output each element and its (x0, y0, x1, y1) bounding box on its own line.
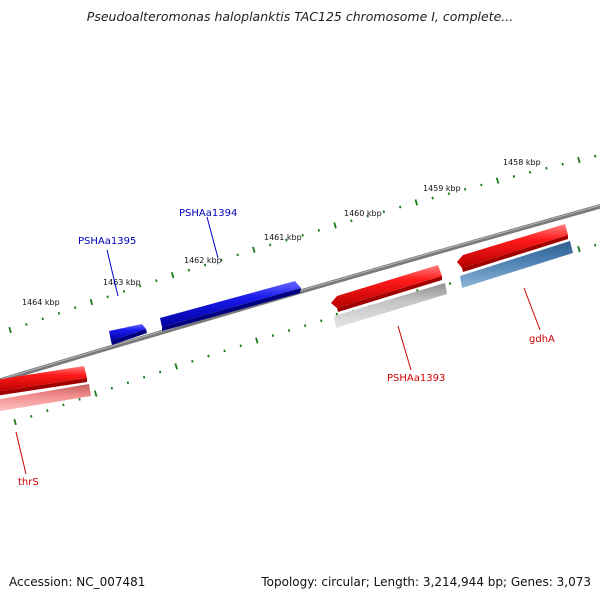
minor-tick (30, 414, 33, 418)
minor-tick (463, 187, 467, 191)
minor-tick (545, 166, 548, 170)
gene-pshaa1394[interactable] (160, 281, 301, 331)
minor-tick (158, 370, 162, 374)
gene-pshaa1393[interactable] (331, 265, 442, 312)
gene-label-thrS[interactable]: thrS (18, 477, 39, 488)
major-tick (94, 390, 98, 397)
minor-tick (271, 334, 275, 337)
major-tick (8, 326, 12, 334)
scale-label: 1461 kbp (264, 233, 302, 242)
minor-tick (203, 263, 207, 267)
minor-tick (138, 284, 142, 288)
scale-label: 1462 kbp (184, 256, 222, 265)
scale-label: 1460 kbp (344, 209, 382, 218)
minor-tick (46, 409, 49, 413)
minor-tick (480, 183, 483, 187)
minor-tick (317, 228, 321, 232)
gene-label-pshaa1395[interactable]: PSHAa1395 (78, 236, 136, 247)
major-tick (252, 246, 256, 253)
minor-tick (398, 205, 402, 209)
minor-tick (73, 306, 77, 310)
gene-track-grey (334, 283, 447, 328)
major-tick (414, 199, 418, 206)
major-tick (495, 177, 500, 184)
minor-tick (25, 323, 28, 326)
major-tick (577, 245, 581, 253)
minor-tick (287, 329, 291, 332)
major-tick (255, 337, 259, 344)
gene-leader-lines (15, 216, 541, 475)
scale-label: 1464 kbp (22, 298, 60, 307)
minor-tick (268, 243, 272, 247)
gene-thrS[interactable] (0, 366, 87, 396)
major-tick (13, 418, 17, 426)
minor-tick (236, 253, 239, 257)
minor-tick (382, 210, 386, 214)
minor-tick (142, 375, 146, 379)
minor-tick (512, 175, 516, 178)
major-tick (89, 298, 94, 306)
minor-tick (320, 319, 323, 323)
minor-tick (41, 317, 44, 321)
scale-label: 1459 kbp (423, 184, 461, 193)
minor-tick (126, 381, 130, 385)
minor-tick (207, 354, 210, 358)
minor-tick (350, 219, 353, 223)
minor-tick (78, 397, 81, 401)
minor-tick (447, 192, 451, 196)
gene-track-pink (0, 384, 91, 412)
gene-label-pshaa1393[interactable]: PSHAa1393 (387, 373, 445, 384)
minor-tick (106, 295, 109, 299)
minor-tick (528, 170, 532, 174)
gene-labels: PSHAa1395 PSHAa1394 PSHAa1393 gdhA thrS (18, 208, 555, 488)
gene-label-gdhA[interactable]: gdhA (529, 334, 555, 345)
gene-pshaa1395[interactable] (109, 324, 147, 345)
minor-tick (187, 268, 191, 272)
minor-tick (448, 282, 452, 285)
minor-tick (303, 324, 307, 328)
accession-text: Accession: NC_007481 (9, 575, 146, 589)
map-title: Pseudoalteromonas haloplanktis TAC125 ch… (86, 9, 514, 24)
minor-tick (155, 279, 158, 283)
gene-label-pshaa1394[interactable]: PSHAa1394 (179, 208, 237, 219)
gene-track-blue (460, 241, 573, 288)
minor-tick (285, 238, 288, 242)
minor-tick (301, 233, 304, 237)
minor-tick (110, 386, 114, 390)
major-tick (174, 363, 178, 370)
major-tick (170, 272, 175, 279)
scale-ticks-outer (8, 154, 597, 334)
minor-tick (431, 196, 434, 200)
minor-tick (223, 349, 226, 353)
minor-tick (62, 403, 65, 407)
minor-tick (561, 162, 564, 166)
minor-tick (220, 258, 223, 262)
genome-stats-text: Topology: circular; Length: 3,214,944 bp… (261, 575, 591, 589)
minor-tick (191, 359, 194, 363)
minor-tick (239, 344, 242, 348)
minor-tick (122, 289, 126, 293)
minor-tick (593, 154, 597, 158)
scale-label: 1458 kbp (503, 158, 541, 167)
minor-tick (57, 311, 61, 315)
scale-labels: 1458 kbp 1459 kbp 1460 kbp 1461 kbp 1462… (22, 158, 541, 307)
scale-label: 1463 kbp (103, 278, 141, 287)
minor-tick (593, 243, 597, 247)
minor-tick (366, 214, 369, 218)
major-tick (577, 156, 581, 164)
gene-gdhA[interactable] (457, 224, 568, 272)
major-tick (333, 222, 337, 229)
